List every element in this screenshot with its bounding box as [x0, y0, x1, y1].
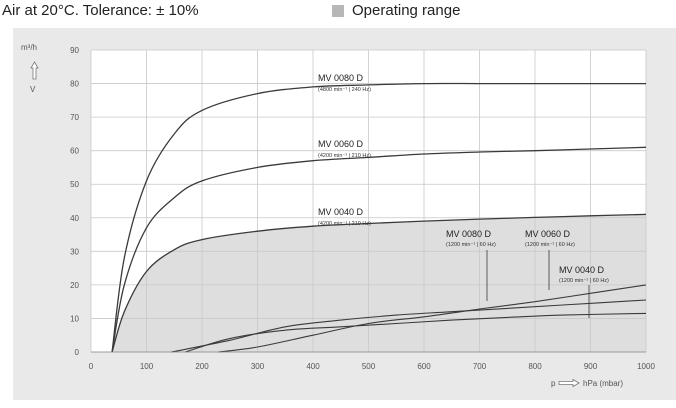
y-tick-label: 80: [70, 80, 79, 89]
curve-label-2: MV 0040 D: [318, 207, 364, 217]
curve-label-3: MV 0080 D: [446, 229, 492, 239]
x-tick-label: 400: [306, 362, 320, 371]
curve-sublabel-4: (1200 min⁻¹ | 60 Hz): [525, 242, 575, 248]
x-tick-label: 500: [362, 362, 376, 371]
x-tick-label: 1000: [637, 362, 655, 371]
x-tick-label: 900: [584, 362, 598, 371]
conditions-note: Air at 20°C. Tolerance: ± 10%: [2, 2, 199, 19]
x-tick-label: 600: [417, 362, 431, 371]
y-tick-label: 20: [70, 281, 79, 290]
curve-sublabel-0: (4800 min⁻¹ | 240 Hz): [318, 87, 371, 93]
x-tick-label: 300: [251, 362, 265, 371]
curve-sublabel-1: (4200 min⁻¹ | 210 Hz): [318, 153, 371, 159]
series-line-0: [111, 82, 646, 353]
x-tick-label: 700: [473, 362, 487, 371]
y-tick-label: 70: [70, 113, 79, 122]
y-tick-label: 10: [70, 314, 79, 323]
y-axis-variable: V: [30, 85, 36, 94]
y-axis-arrow-icon: [30, 61, 39, 80]
curve-label-5: MV 0040 D: [559, 265, 605, 275]
series-line-2: [111, 213, 647, 353]
legend: Operating range: [332, 2, 460, 19]
operating-range-swatch: [332, 4, 344, 17]
curve-sublabel-2: (4200 min⁻¹ | 210 Hz): [318, 221, 371, 227]
y-tick-label: 90: [70, 46, 79, 55]
chart-header: Air at 20°C. Tolerance: ± 10% Operating …: [0, 0, 676, 22]
y-tick-label: 30: [70, 247, 79, 256]
y-tick-label: 0: [75, 348, 80, 357]
series-line-4: [171, 299, 647, 353]
x-axis-arrow-icon: [558, 378, 580, 388]
y-axis-unit: m³/h: [21, 43, 37, 52]
series-line-3: [185, 312, 647, 353]
curve-label-4: MV 0060 D: [525, 229, 571, 239]
x-tick-label: 800: [528, 362, 542, 371]
curve-sublabel-3: (1200 min⁻¹ | 60 Hz): [446, 242, 496, 248]
x-axis-var: p: [551, 379, 556, 388]
series-line-5: [218, 284, 647, 353]
y-tick-label: 60: [70, 147, 79, 156]
x-tick-label: 200: [195, 362, 209, 371]
x-tick-label: 0: [89, 362, 94, 371]
chart-panel: m³/h V p hPa (mbar) 0 100 200 300 400 500 600 7…: [13, 28, 676, 400]
performance-chart: m³/h V p hPa (mbar) 0 100 200 300 400 500 600 7…: [21, 43, 655, 388]
x-axis-unit: hPa (mbar): [583, 379, 623, 388]
x-tick-label: 100: [140, 362, 154, 371]
series-line-1: [111, 146, 647, 353]
curve-sublabel-5: (1200 min⁻¹ | 60 Hz): [559, 278, 609, 284]
legend-label: Operating range: [352, 2, 461, 19]
curve-label-1: MV 0060 D: [318, 139, 364, 149]
y-tick-label: 40: [70, 214, 79, 223]
curve-label-0: MV 0080 D: [318, 73, 364, 83]
y-tick-label: 50: [70, 180, 79, 189]
